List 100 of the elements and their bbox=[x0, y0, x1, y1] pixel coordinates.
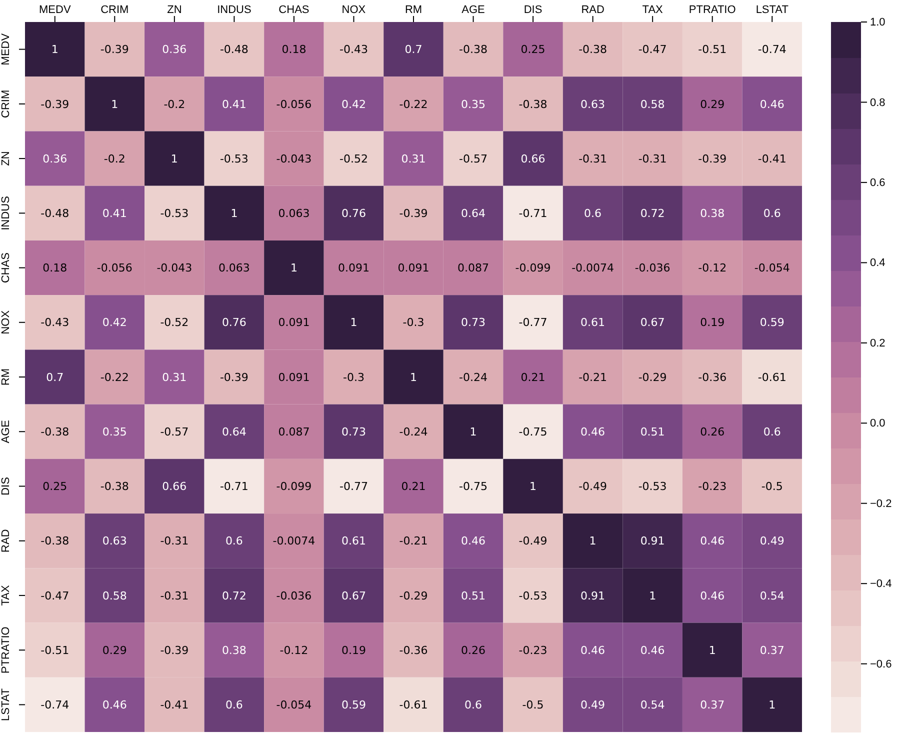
data-label: -0.47 bbox=[638, 43, 667, 56]
color-bar-label: 0.0 bbox=[870, 418, 886, 430]
data-label: -0.099 bbox=[515, 262, 551, 275]
data-label: -0.41 bbox=[758, 152, 786, 166]
data-label: -0.77 bbox=[518, 316, 548, 330]
data-label: 0.29 bbox=[102, 644, 127, 657]
data-label: -0.3 bbox=[402, 316, 424, 330]
data-label: -0.39 bbox=[399, 207, 428, 220]
data-label: -0.74 bbox=[758, 43, 786, 56]
data-label: -0.36 bbox=[399, 644, 428, 657]
data-label: 0.25 bbox=[520, 43, 546, 56]
x-tick-label: PTRATIO bbox=[688, 4, 736, 16]
data-label: 0.63 bbox=[102, 534, 127, 548]
data-label: -0.056 bbox=[276, 98, 312, 111]
data-label: -0.2 bbox=[104, 152, 126, 166]
data-label: 0.6 bbox=[464, 698, 482, 712]
data-label: 0.35 bbox=[102, 425, 127, 438]
data-label: 0.64 bbox=[222, 425, 246, 438]
data-label: 0.091 bbox=[278, 316, 310, 330]
data-label: -0.31 bbox=[578, 152, 608, 166]
data-label: 0.64 bbox=[461, 207, 486, 220]
data-label: -0.39 bbox=[40, 98, 70, 111]
y-tick-label: PTRATIO bbox=[0, 626, 12, 674]
data-label: -0.39 bbox=[698, 152, 727, 166]
data-label: -0.0074 bbox=[572, 262, 614, 275]
data-label: -0.74 bbox=[40, 698, 70, 712]
data-label: 0.21 bbox=[520, 370, 546, 384]
data-label: -0.5 bbox=[522, 698, 544, 712]
data-label: 0.42 bbox=[341, 98, 366, 111]
data-label: 0.72 bbox=[222, 589, 246, 602]
x-tick-label: MEDV bbox=[38, 4, 72, 16]
data-label: 1 bbox=[51, 43, 58, 56]
data-label: 0.087 bbox=[278, 425, 310, 438]
data-label: -0.054 bbox=[276, 698, 312, 712]
data-label: -0.24 bbox=[399, 425, 428, 438]
data-label: 0.58 bbox=[640, 98, 665, 111]
color-bar-label: −0.4 bbox=[870, 578, 892, 590]
data-label: -0.43 bbox=[339, 43, 368, 56]
data-label: 1 bbox=[470, 425, 477, 438]
data-label: 0.18 bbox=[282, 43, 306, 56]
data-label: 0.37 bbox=[760, 644, 784, 657]
data-label: 0.46 bbox=[580, 425, 606, 438]
data-label: 0.46 bbox=[102, 698, 127, 712]
data-label: -0.38 bbox=[518, 98, 548, 111]
data-label: 0.091 bbox=[398, 262, 430, 275]
data-label: 0.51 bbox=[640, 425, 665, 438]
data-label: 0.7 bbox=[404, 43, 422, 56]
data-label: -0.12 bbox=[698, 262, 727, 275]
data-label: -0.036 bbox=[276, 589, 312, 602]
data-label: -0.43 bbox=[40, 316, 70, 330]
data-label: -0.52 bbox=[339, 152, 368, 166]
x-tick-label: ZN bbox=[167, 4, 182, 16]
data-label: 0.19 bbox=[341, 644, 366, 657]
data-label: 0.26 bbox=[461, 644, 486, 657]
data-label: 0.91 bbox=[580, 589, 606, 602]
data-label: 0.66 bbox=[520, 152, 546, 166]
data-label: 1 bbox=[649, 589, 656, 602]
data-label: 0.72 bbox=[640, 207, 665, 220]
x-tick-label: NOX bbox=[342, 4, 366, 16]
data-label: 1 bbox=[230, 207, 238, 220]
x-tick-label: RAD bbox=[581, 4, 604, 16]
x-tick-label: RM bbox=[404, 4, 422, 16]
y-tick-label: NOX bbox=[0, 310, 12, 334]
data-label: -0.36 bbox=[698, 370, 727, 384]
data-label: 0.6 bbox=[225, 698, 243, 712]
data-label: 0.091 bbox=[338, 262, 370, 275]
data-label: 0.6 bbox=[225, 534, 243, 548]
y-tick-label: MEDV bbox=[0, 32, 12, 66]
data-label: -0.099 bbox=[276, 480, 312, 494]
data-label: 0.36 bbox=[162, 43, 187, 56]
color-bar-label: 1.0 bbox=[870, 16, 886, 29]
data-label: 0.54 bbox=[760, 589, 784, 602]
data-label: 0.38 bbox=[222, 644, 246, 657]
data-label: -0.5 bbox=[761, 480, 783, 494]
color-bar-label: 0.6 bbox=[870, 176, 886, 189]
data-label: -0.71 bbox=[518, 207, 548, 220]
data-label: -0.39 bbox=[220, 370, 248, 384]
y-tick-label: TAX bbox=[0, 584, 12, 606]
data-label: 1 bbox=[111, 98, 118, 111]
data-label: 0.087 bbox=[458, 262, 490, 275]
data-label: 0.7 bbox=[46, 370, 64, 384]
y-tick-label: LSTAT bbox=[0, 688, 12, 721]
data-label: 1 bbox=[530, 480, 537, 494]
data-label: -0.57 bbox=[459, 152, 488, 166]
data-label: 1 bbox=[290, 262, 298, 275]
data-label: 0.46 bbox=[700, 534, 725, 548]
data-label: -0.77 bbox=[339, 480, 368, 494]
data-label: 0.59 bbox=[341, 698, 366, 712]
data-label: -0.056 bbox=[96, 262, 132, 275]
x-tick-label: LSTAT bbox=[756, 4, 789, 16]
y-tick-label: CRIM bbox=[0, 90, 12, 118]
data-label: 0.18 bbox=[42, 262, 68, 275]
data-label: 0.35 bbox=[461, 98, 486, 111]
color-bar-label: 0.2 bbox=[870, 337, 886, 350]
data-label: -0.3 bbox=[342, 370, 364, 384]
color-bar-label: −0.6 bbox=[870, 658, 892, 670]
data-label: 0.6 bbox=[584, 207, 602, 220]
data-label: 0.76 bbox=[222, 316, 246, 330]
y-tick-label: INDUS bbox=[0, 196, 12, 230]
data-label: 0.51 bbox=[461, 589, 486, 602]
